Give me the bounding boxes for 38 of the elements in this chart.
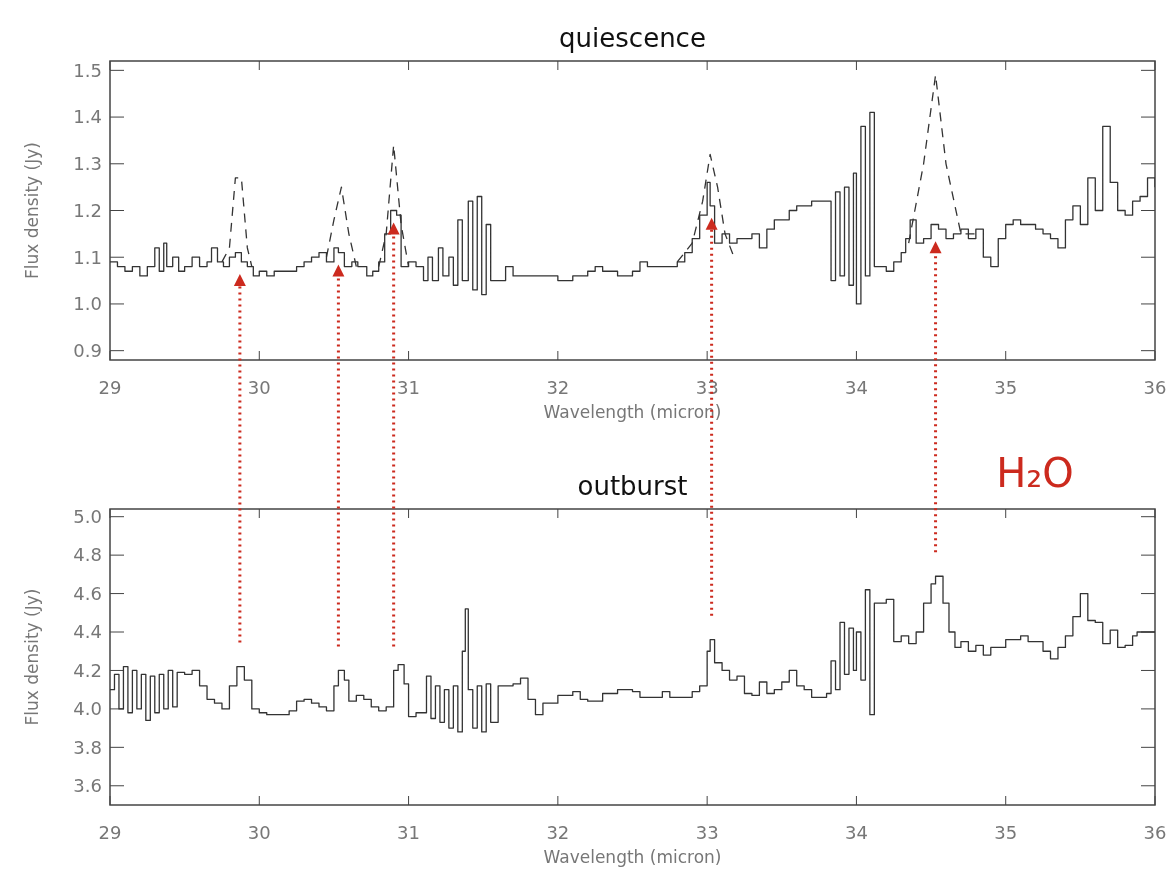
x-tick-label: 36: [1143, 822, 1167, 843]
text: H₂O: [996, 450, 1074, 496]
y-axis-title: Flux density (Jy): [22, 142, 42, 279]
y-tick-label: 4.0: [73, 698, 102, 720]
x-tick-label: 30: [247, 822, 271, 843]
y-tick-label: 3.8: [73, 736, 102, 758]
y-tick-label: 1.0: [73, 293, 102, 315]
x-tick-label: 34: [844, 822, 868, 843]
y-tick-label: 1.5: [73, 59, 102, 81]
x-tick-label: 30: [247, 377, 271, 398]
x-tick-label: 31: [397, 822, 421, 843]
x-tick-label: 29: [98, 822, 122, 843]
x-tick-label: 32: [546, 377, 570, 398]
y-tick-label: 1.3: [73, 153, 102, 175]
x-tick-label: 35: [994, 377, 1018, 398]
x-tick-label: 32: [546, 822, 570, 843]
x-tick-label: 36: [1143, 377, 1167, 398]
y-tick-label: 0.9: [73, 339, 102, 361]
y-tick-label: 5.0: [73, 505, 102, 527]
y-tick-label: 4.4: [73, 621, 102, 643]
y-tick-label: 1.1: [73, 246, 102, 268]
x-axis-title: Wavelength (micron): [543, 402, 722, 422]
x-tick-label: 31: [397, 377, 421, 398]
x-tick-label: 35: [994, 822, 1018, 843]
y-tick-label: 3.6: [73, 775, 102, 797]
y-tick-label: 4.2: [73, 659, 102, 681]
chart-title: outburst: [577, 471, 688, 501]
chart-title: quiescence: [559, 23, 706, 53]
x-tick-label: 33: [695, 822, 719, 843]
x-tick-label: 34: [844, 377, 868, 398]
y-tick-label: 4.6: [73, 582, 102, 604]
x-tick-label: 33: [695, 377, 719, 398]
x-tick-label: 29: [98, 377, 122, 398]
y-tick-label: 4.8: [73, 544, 102, 566]
y-tick-label: 1.2: [73, 199, 102, 221]
x-axis-title: Wavelength (micron): [543, 847, 722, 867]
y-axis-title: Flux density (Jy): [22, 588, 42, 726]
y-tick-label: 1.4: [73, 106, 102, 128]
